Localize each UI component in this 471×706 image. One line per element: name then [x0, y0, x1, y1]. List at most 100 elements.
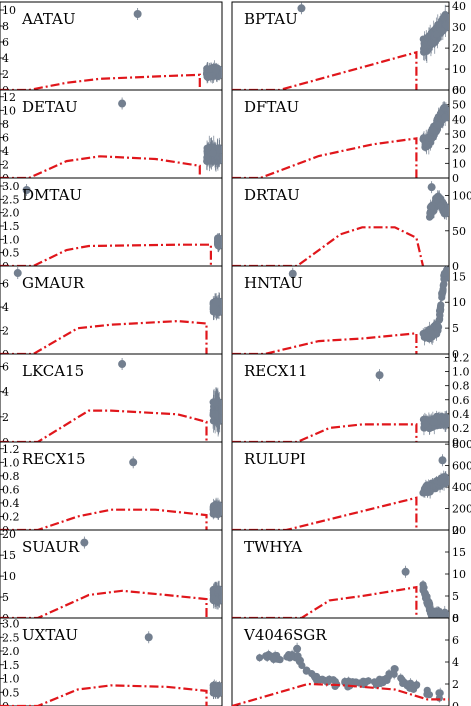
panel-title: BPTAU — [244, 10, 298, 28]
data-point — [425, 600, 433, 608]
y-tick-label: 0.8 — [2, 470, 20, 483]
data-point — [364, 677, 372, 685]
data-point-peak — [144, 633, 153, 642]
data-point — [216, 146, 222, 154]
panel-title: LKCA15 — [22, 362, 84, 380]
y-tick-label: 2.5 — [2, 631, 20, 644]
model-curve — [232, 585, 418, 618]
data-point — [329, 676, 337, 684]
panel-recx11: 00.20.40.60.81.01.2 RECX11 — [231, 352, 470, 449]
panel-title: RULUPI — [244, 450, 306, 468]
data-point — [425, 691, 434, 699]
y-tick-label: 0.6 — [452, 394, 470, 407]
data-point — [423, 488, 432, 496]
data-points — [144, 631, 222, 700]
panel-frame — [231, 1, 450, 91]
y-tick-label: 1.2 — [452, 352, 470, 365]
data-points — [297, 2, 449, 63]
panel-gmaur: 0246GMAUR — [0, 265, 223, 361]
panel-frame — [0, 529, 223, 619]
data-point-peak — [118, 360, 127, 369]
y-tick-label: 1.2 — [2, 443, 20, 456]
panel-frame — [231, 353, 450, 443]
y-tick-label: 10 — [2, 104, 16, 117]
y-tick-label: 0.5 — [2, 686, 20, 699]
data-point — [432, 195, 440, 204]
data-point — [424, 134, 432, 142]
model-curve — [232, 423, 418, 442]
data-points — [375, 369, 449, 436]
y-tick-label: 1.5 — [2, 659, 20, 672]
y-tick-label: 400 — [452, 481, 471, 494]
data-point-peak — [297, 4, 306, 13]
data-points — [425, 181, 449, 221]
y-tick-label: 0.5 — [2, 247, 20, 260]
y-tick-label: 50 — [452, 225, 466, 238]
data-point-peak — [80, 538, 89, 547]
data-point — [422, 420, 430, 428]
panel-title: RECX11 — [244, 362, 308, 380]
y-tick-label: 1.0 — [2, 233, 20, 246]
y-tick-label: 200 — [452, 503, 471, 516]
panel-hntau: 0 5 10 15 HNTAU — [231, 265, 466, 361]
y-tick-label: 1.5 — [2, 220, 20, 233]
y-tick-label: 4 — [2, 145, 9, 158]
model-curve — [0, 155, 201, 178]
y-tick-label: 15 — [2, 549, 16, 562]
y-tick-label: 6 — [2, 361, 9, 374]
y-tick-label: 10 — [452, 63, 466, 76]
data-points — [133, 8, 222, 84]
data-point — [429, 126, 438, 134]
y-tick-label: 20 — [452, 524, 466, 537]
data-point-peak — [440, 103, 449, 112]
model-curve — [0, 409, 208, 442]
panel-title: V4046SGR — [243, 626, 327, 644]
model-curve — [0, 589, 208, 618]
y-tick-label: 30 — [452, 21, 466, 34]
y-tick-label: 0 — [2, 700, 9, 706]
model-curve — [232, 226, 425, 266]
y-tick-label: 0.2 — [2, 510, 20, 523]
data-point-peak — [401, 567, 410, 576]
y-tick-labels: 00.20.40.60.81.01.2 — [2, 443, 20, 537]
data-point — [408, 685, 416, 693]
y-tick-label: 8 — [2, 118, 9, 131]
y-tick-label: 0 — [452, 700, 459, 706]
data-point — [435, 689, 443, 697]
data-point — [276, 656, 284, 664]
y-tick-label: 1.0 — [452, 366, 470, 379]
data-point — [302, 666, 311, 674]
y-tick-labels: 0 50 100 — [452, 190, 471, 273]
model-curve — [0, 73, 201, 90]
y-tick-label: 0 — [452, 524, 459, 537]
data-point — [423, 34, 431, 42]
y-tick-label: 5 — [2, 591, 9, 604]
data-point — [436, 311, 444, 320]
model-curve — [232, 682, 449, 706]
y-tick-label: 0 — [452, 84, 459, 97]
y-tick-label: 10 — [2, 570, 16, 583]
data-points — [419, 101, 449, 155]
data-point — [310, 672, 318, 680]
data-points — [256, 642, 444, 703]
panel-aatau: 0246810AATAU — [0, 1, 223, 97]
y-tick-label: 6 — [2, 278, 9, 291]
data-point — [437, 202, 445, 210]
data-point — [442, 21, 449, 30]
y-tick-label: 40 — [452, 0, 466, 13]
y-tick-label: 0.2 — [452, 422, 470, 435]
panel-frame — [0, 617, 223, 706]
data-point — [203, 144, 211, 152]
data-point — [427, 39, 435, 47]
data-point — [212, 66, 220, 74]
y-tick-label: 15 — [452, 546, 466, 559]
y-tick-label: 20 — [452, 42, 466, 55]
data-point-peak — [427, 183, 436, 192]
y-tick-label: 0 — [452, 612, 459, 625]
